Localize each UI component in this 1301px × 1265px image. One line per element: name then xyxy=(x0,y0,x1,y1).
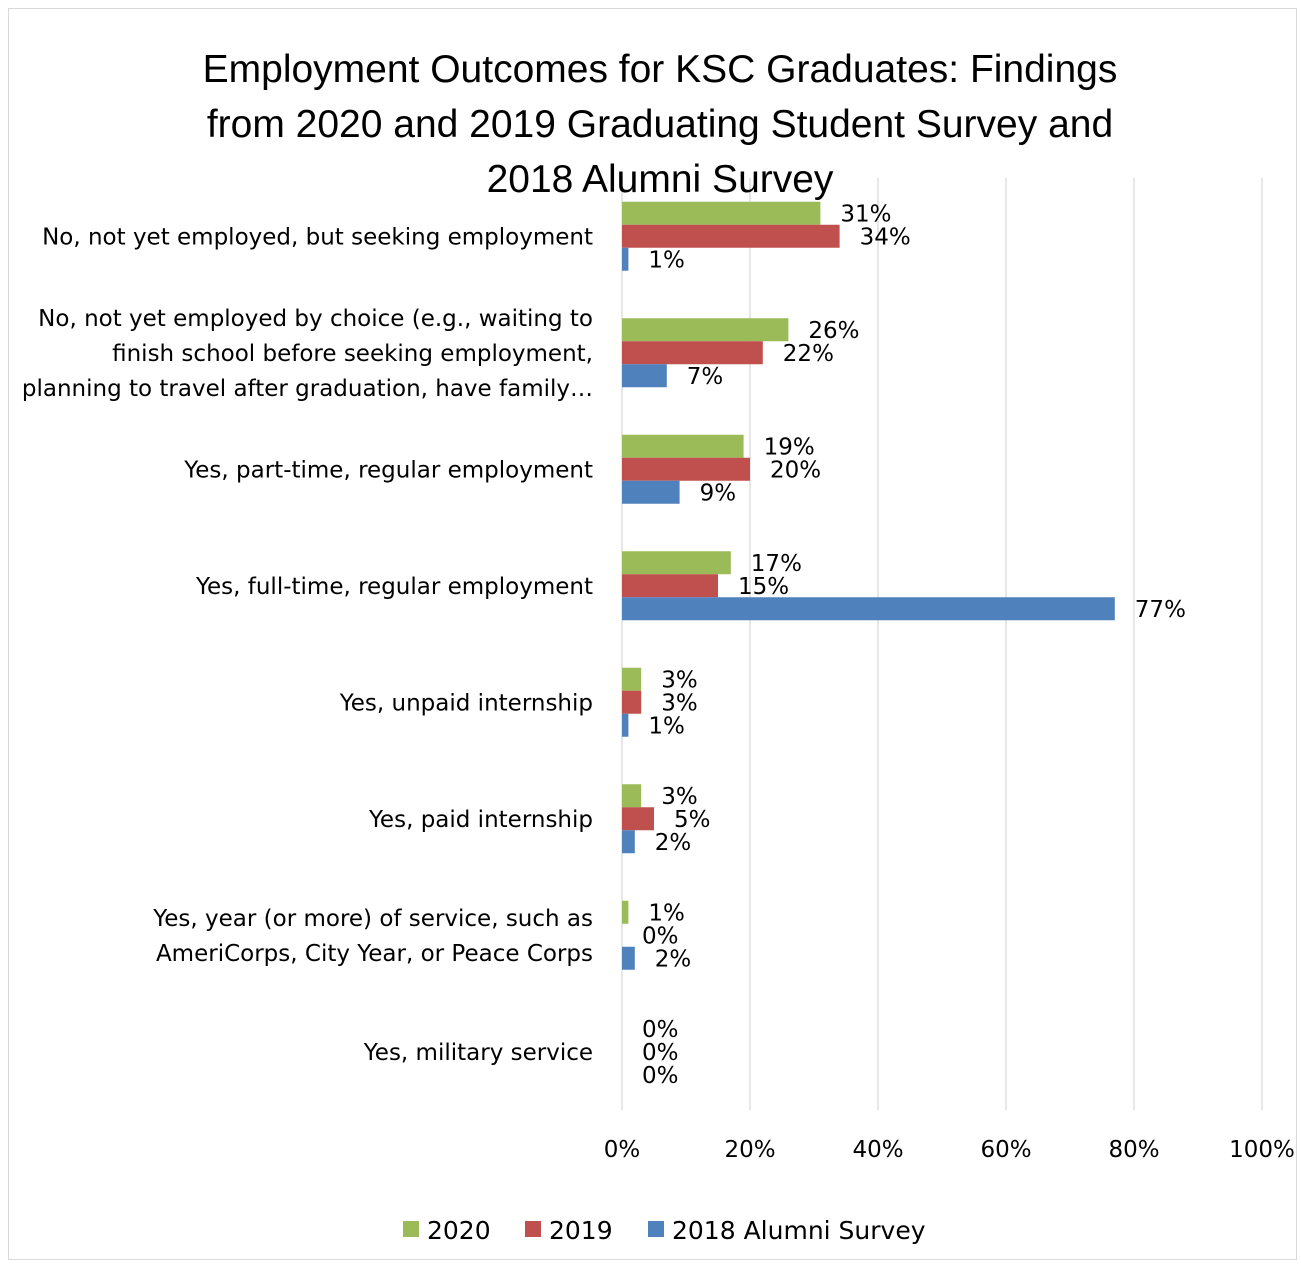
bars xyxy=(622,201,1115,970)
data-label: 1% xyxy=(648,900,685,926)
bar-2018-alumni-survey xyxy=(622,713,629,737)
legend-label: 2018 Alumni Survey xyxy=(672,1216,926,1245)
x-axis-ticks: 0% 20% 40% 60% 80% 100% xyxy=(604,1137,1295,1163)
bar-2020 xyxy=(622,900,629,924)
bar-2018-alumni-survey xyxy=(622,480,680,504)
bar-2018-alumni-survey xyxy=(622,364,667,388)
category-label: Yes, year (or more) of service, such as xyxy=(152,906,593,932)
data-label: 2% xyxy=(655,830,692,856)
bar-2018-alumni-survey xyxy=(622,830,635,854)
data-label: 20% xyxy=(770,457,821,483)
x-tick-label: 20% xyxy=(724,1137,775,1163)
category-labels: No, not yet employed, but seeking employ… xyxy=(22,224,593,1066)
data-label: 26% xyxy=(808,318,859,344)
legend-label: 2020 xyxy=(427,1216,491,1245)
bar-2020 xyxy=(622,667,642,691)
bar-2019 xyxy=(622,807,654,831)
data-label: 15% xyxy=(738,574,789,600)
category-label: Yes, full-time, regular employment xyxy=(195,574,593,600)
chart-title-line: Employment Outcomes for KSC Graduates: F… xyxy=(203,48,1118,91)
data-label: 2% xyxy=(655,946,692,972)
bar-2020 xyxy=(622,201,821,225)
data-label: 1% xyxy=(648,247,685,273)
data-label: 34% xyxy=(860,224,911,250)
category-label: finish school before seeking employment, xyxy=(112,341,593,367)
data-label: 3% xyxy=(661,667,698,693)
data-label: 0% xyxy=(642,1040,679,1066)
category-label: planning to travel after graduation, hav… xyxy=(22,376,593,402)
bar-2019 xyxy=(622,457,750,481)
bar-2020 xyxy=(622,784,642,808)
data-label: 7% xyxy=(687,364,724,390)
legend-swatch xyxy=(648,1221,664,1237)
category-label: AmeriCorps, City Year, or Peace Corps xyxy=(156,941,593,967)
gridlines xyxy=(621,178,1263,1110)
data-label: 5% xyxy=(674,807,711,833)
legend-swatch xyxy=(403,1221,419,1237)
data-label: 31% xyxy=(840,201,891,227)
data-label: 1% xyxy=(648,713,685,739)
legend-label: 2019 xyxy=(549,1216,613,1245)
data-label: 19% xyxy=(764,434,815,460)
data-label: 17% xyxy=(751,551,802,577)
category-label: Yes, unpaid internship xyxy=(339,690,593,716)
bar-2019 xyxy=(622,690,642,714)
bar-2018-alumni-survey xyxy=(622,946,635,970)
x-tick-label: 0% xyxy=(604,1137,641,1163)
chart-title: Employment Outcomes for KSC Graduates: F… xyxy=(203,48,1118,201)
data-label: 3% xyxy=(661,690,698,716)
category-label: Yes, military service xyxy=(363,1040,593,1066)
x-tick-label: 100% xyxy=(1229,1137,1295,1163)
legend: 2020 2019 2018 Alumni Survey xyxy=(403,1216,926,1245)
data-label: 3% xyxy=(661,784,698,810)
category-label: No, not yet employed by choice (e.g., wa… xyxy=(38,306,593,332)
data-label: 9% xyxy=(700,480,737,506)
legend-swatch xyxy=(525,1221,541,1237)
bar-2018-alumni-survey xyxy=(622,597,1115,621)
chart-title-line: 2018 Alumni Survey xyxy=(487,158,834,201)
bar-2020 xyxy=(622,318,789,342)
bar-2020 xyxy=(622,551,731,575)
bar-2018-alumni-survey xyxy=(622,247,629,271)
bar-2019 xyxy=(622,341,763,365)
bar-2019 xyxy=(622,574,718,598)
x-tick-label: 60% xyxy=(980,1137,1031,1163)
category-label: Yes, part-time, regular employment xyxy=(183,457,593,483)
category-label: Yes, paid internship xyxy=(368,807,593,833)
x-tick-label: 80% xyxy=(1108,1137,1159,1163)
chart-title-line: from 2020 and 2019 Graduating Student Su… xyxy=(207,103,1113,146)
bar-2019 xyxy=(622,224,840,248)
data-label: 22% xyxy=(783,341,834,367)
data-label: 0% xyxy=(642,923,679,949)
data-label: 0% xyxy=(642,1017,679,1043)
data-label: 77% xyxy=(1135,597,1186,623)
value-labels: 31%34%1%26%22%7%19%20%9%17%15%77%3%3%1%3… xyxy=(642,201,1186,1089)
category-label: No, not yet employed, but seeking employ… xyxy=(42,224,593,250)
x-tick-label: 40% xyxy=(852,1137,903,1163)
data-label: 0% xyxy=(642,1063,679,1089)
bar-2020 xyxy=(622,434,744,458)
